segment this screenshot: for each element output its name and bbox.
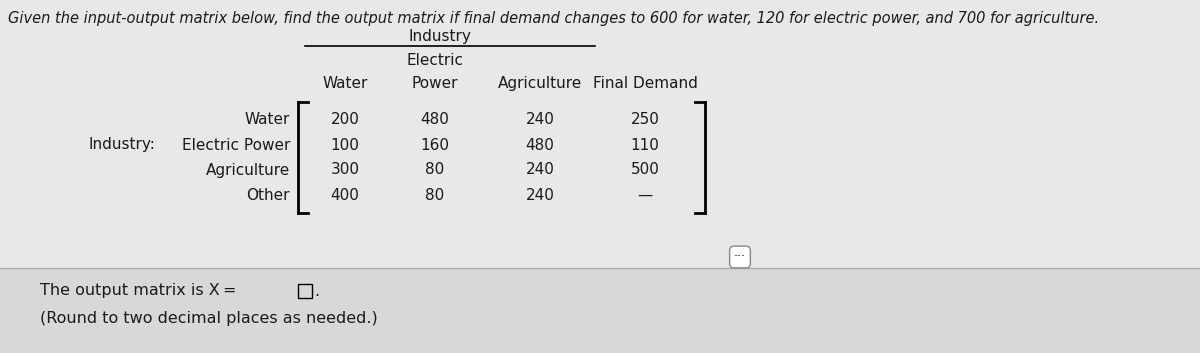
- Text: 80: 80: [425, 162, 445, 178]
- Text: ···: ···: [734, 251, 746, 263]
- Text: 500: 500: [630, 162, 660, 178]
- Text: Power: Power: [412, 76, 458, 91]
- Text: Electric: Electric: [407, 53, 463, 68]
- Text: 160: 160: [420, 138, 450, 152]
- Text: Water: Water: [245, 113, 290, 127]
- Text: 250: 250: [630, 113, 660, 127]
- Text: Other: Other: [246, 187, 290, 203]
- Text: 400: 400: [330, 187, 360, 203]
- Text: Agriculture: Agriculture: [498, 76, 582, 91]
- Text: 240: 240: [526, 113, 554, 127]
- Text: 480: 480: [420, 113, 450, 127]
- Text: Final Demand: Final Demand: [593, 76, 697, 91]
- Text: 300: 300: [330, 162, 360, 178]
- Text: Electric Power: Electric Power: [181, 138, 290, 152]
- Text: 200: 200: [330, 113, 360, 127]
- Text: Given the input-output matrix below, find the output matrix if final demand chan: Given the input-output matrix below, fin…: [8, 11, 1099, 26]
- Text: Industry: Industry: [408, 29, 472, 44]
- Text: 80: 80: [425, 187, 445, 203]
- Bar: [298, 284, 312, 298]
- Text: 480: 480: [526, 138, 554, 152]
- Text: Water: Water: [323, 76, 367, 91]
- Bar: [0, 268, 1200, 353]
- Text: (Round to two decimal places as needed.): (Round to two decimal places as needed.): [40, 311, 378, 325]
- Text: The output matrix is X =: The output matrix is X =: [40, 283, 236, 299]
- Text: 240: 240: [526, 162, 554, 178]
- Text: .: .: [314, 283, 319, 299]
- Text: 240: 240: [526, 187, 554, 203]
- Text: 100: 100: [330, 138, 360, 152]
- Text: Agriculture: Agriculture: [205, 162, 290, 178]
- Text: 110: 110: [630, 138, 660, 152]
- Text: —: —: [637, 187, 653, 203]
- Text: Industry:: Industry:: [88, 138, 155, 152]
